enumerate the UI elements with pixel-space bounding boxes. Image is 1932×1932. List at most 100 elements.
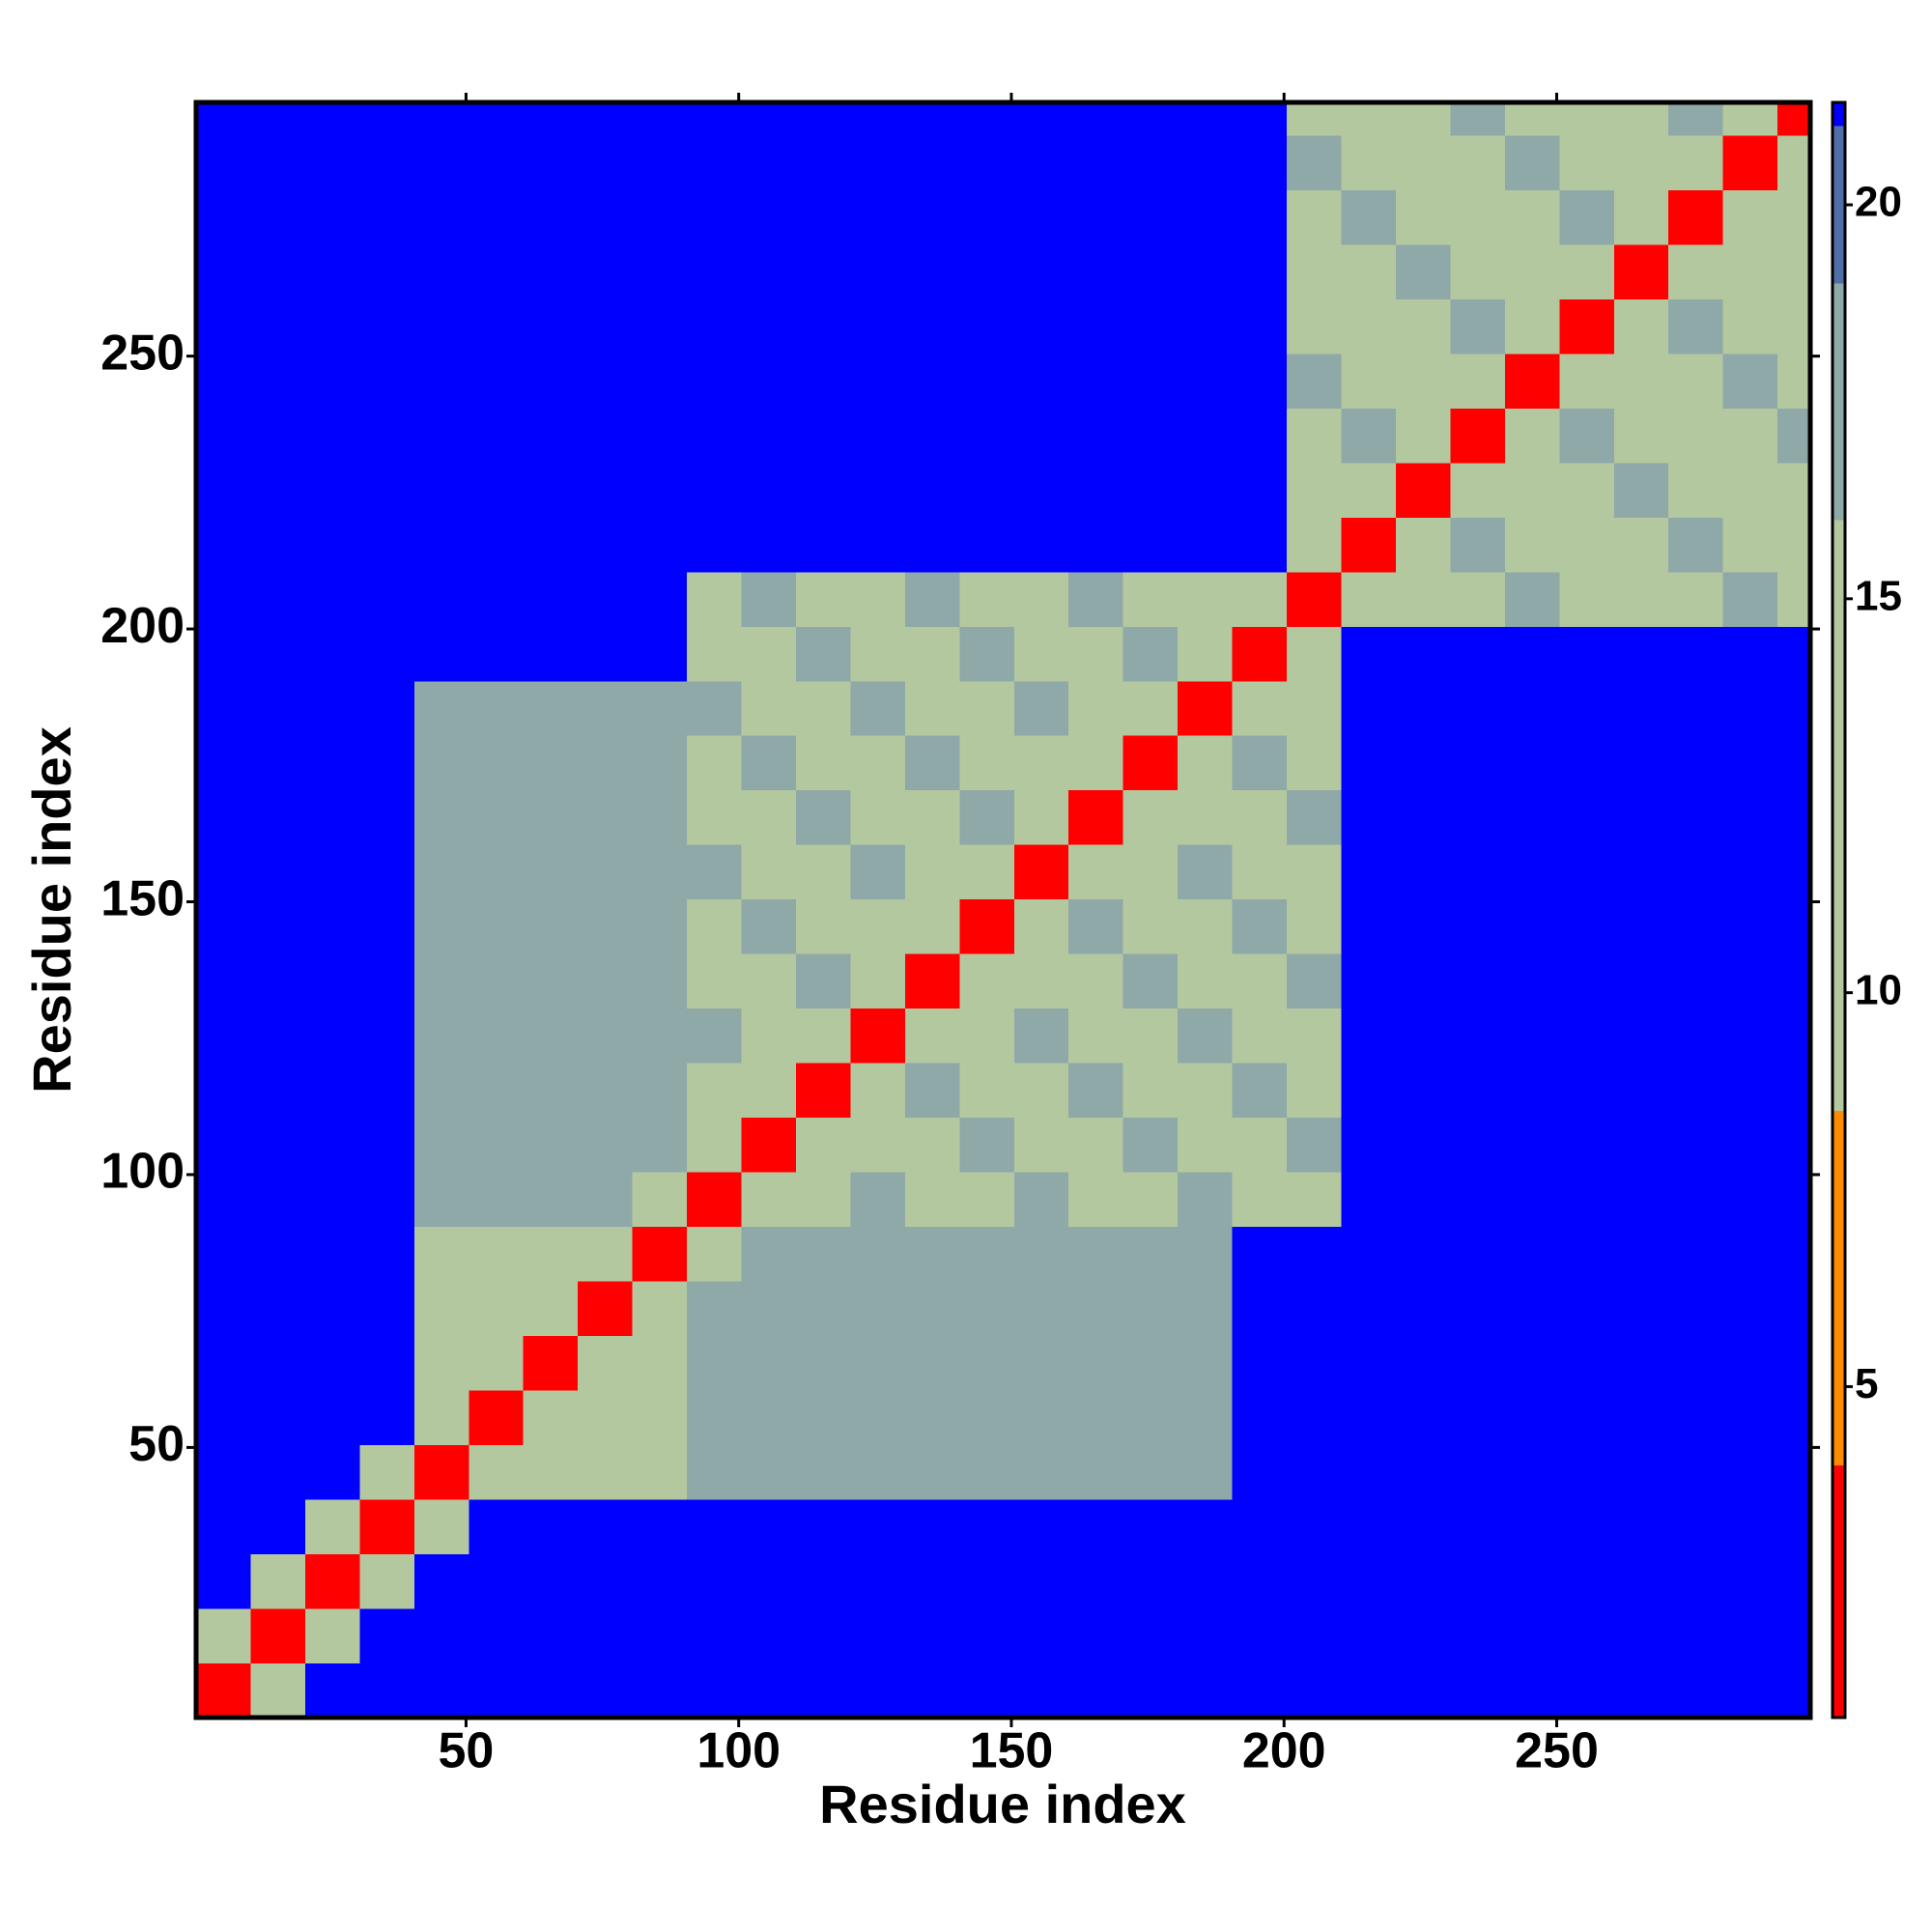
heatmap-cell xyxy=(1450,517,1506,573)
heatmap-cell xyxy=(1613,298,1669,355)
heatmap-cell xyxy=(904,680,960,736)
heatmap-cell xyxy=(1341,1444,1397,1500)
heatmap-cell xyxy=(1722,353,1778,409)
heatmap-cell xyxy=(1722,1662,1778,1719)
heatmap-cell xyxy=(795,1553,851,1609)
heatmap-cell xyxy=(250,1390,306,1446)
colorbar-segment xyxy=(1833,1110,1845,1466)
heatmap-cell xyxy=(1504,102,1560,136)
heatmap-cell xyxy=(904,1608,960,1664)
heatmap-cell xyxy=(741,1335,797,1391)
heatmap-cell xyxy=(1504,1499,1560,1555)
heatmap-cell xyxy=(1122,1281,1179,1337)
heatmap-cell xyxy=(1287,408,1343,464)
heatmap-cell xyxy=(1613,462,1669,518)
heatmap-cell xyxy=(469,1226,525,1282)
y-tick-label: 100 xyxy=(100,1144,185,1200)
heatmap-cell xyxy=(1068,789,1124,845)
heatmap-cell xyxy=(1559,1226,1615,1282)
heatmap-cell xyxy=(413,1499,469,1555)
colorbar-tick-label: 15 xyxy=(1855,572,1902,619)
heatmap-cell xyxy=(1122,1063,1179,1119)
heatmap-cell xyxy=(1178,1662,1234,1719)
heatmap-cell xyxy=(523,1444,579,1500)
heatmap-cell xyxy=(413,517,469,573)
heatmap-cell xyxy=(1504,1390,1560,1446)
heatmap-cell xyxy=(1122,1553,1179,1609)
heatmap-cell xyxy=(469,1553,525,1609)
heatmap-cell xyxy=(959,1226,1015,1282)
heatmap-cell xyxy=(469,1281,525,1337)
heatmap-cell xyxy=(1232,243,1288,299)
heatmap-cell xyxy=(959,134,1015,190)
heatmap-cell xyxy=(959,953,1015,1009)
heatmap-cell xyxy=(523,353,579,409)
heatmap-cell xyxy=(904,1117,960,1173)
heatmap-cell xyxy=(850,789,906,845)
heatmap-cell xyxy=(413,1063,469,1119)
heatmap-cell xyxy=(795,134,851,190)
heatmap-cell xyxy=(359,1499,415,1555)
heatmap-cell xyxy=(359,1390,415,1446)
heatmap-cell xyxy=(1504,1444,1560,1500)
heatmap-cell xyxy=(1287,1117,1343,1173)
heatmap-cell xyxy=(523,1662,579,1719)
heatmap-cell xyxy=(687,680,743,736)
heatmap-cell xyxy=(1722,1608,1778,1664)
heatmap-cell xyxy=(1450,243,1506,299)
heatmap-cell xyxy=(1395,462,1451,518)
heatmap-cell xyxy=(632,789,688,845)
heatmap-cell xyxy=(1013,1117,1069,1173)
heatmap-cell xyxy=(795,1608,851,1664)
heatmap-cell xyxy=(1613,1608,1669,1664)
heatmap-cell xyxy=(1232,1281,1288,1337)
heatmap-cell xyxy=(1559,189,1615,245)
heatmap-cell xyxy=(304,789,360,845)
heatmap-cell xyxy=(1068,680,1124,736)
heatmap-cell xyxy=(469,1608,525,1664)
heatmap-cell xyxy=(1722,1008,1778,1064)
heatmap-cell xyxy=(1395,1335,1451,1391)
heatmap-cell xyxy=(959,1008,1015,1064)
heatmap-cell xyxy=(1341,353,1397,409)
heatmap-cell xyxy=(1395,898,1451,954)
heatmap-cell xyxy=(1668,1499,1724,1555)
heatmap-cell xyxy=(250,1226,306,1282)
heatmap-cell xyxy=(413,1608,469,1664)
heatmap-cell xyxy=(1232,626,1288,682)
heatmap-cell xyxy=(413,844,469,900)
heatmap-cell xyxy=(196,626,251,682)
heatmap-cell xyxy=(1395,243,1451,299)
heatmap-cell xyxy=(413,1008,469,1064)
heatmap-cell xyxy=(578,102,634,136)
heatmap-cell xyxy=(1668,1008,1724,1064)
heatmap-cell xyxy=(1013,189,1069,245)
heatmap-cell xyxy=(469,1335,525,1391)
heatmap-cell xyxy=(1722,1390,1778,1446)
heatmap-cell xyxy=(413,134,469,190)
heatmap-cell xyxy=(1068,1117,1124,1173)
heatmap-cell xyxy=(1504,1063,1560,1119)
heatmap-cell xyxy=(413,1390,469,1446)
heatmap-cell xyxy=(304,844,360,900)
heatmap-cell xyxy=(1341,626,1397,682)
heatmap-cell xyxy=(413,1172,469,1228)
heatmap-cell xyxy=(1178,571,1234,627)
heatmap-cell xyxy=(687,1662,743,1719)
heatmap-cell xyxy=(1287,1226,1343,1282)
heatmap-cell xyxy=(687,1390,743,1446)
heatmap-cell xyxy=(632,1390,688,1446)
heatmap-cell xyxy=(1559,571,1615,627)
heatmap-cell xyxy=(578,517,634,573)
heatmap-cell xyxy=(196,353,251,409)
heatmap-cell xyxy=(1287,844,1343,900)
heatmap-cell xyxy=(1068,1499,1124,1555)
heatmap-cell xyxy=(1559,462,1615,518)
heatmap-cell xyxy=(304,571,360,627)
heatmap-cell xyxy=(632,1281,688,1337)
heatmap-cell xyxy=(359,243,415,299)
heatmap-cell xyxy=(1559,408,1615,464)
heatmap-cell xyxy=(795,898,851,954)
heatmap-cell xyxy=(1668,680,1724,736)
